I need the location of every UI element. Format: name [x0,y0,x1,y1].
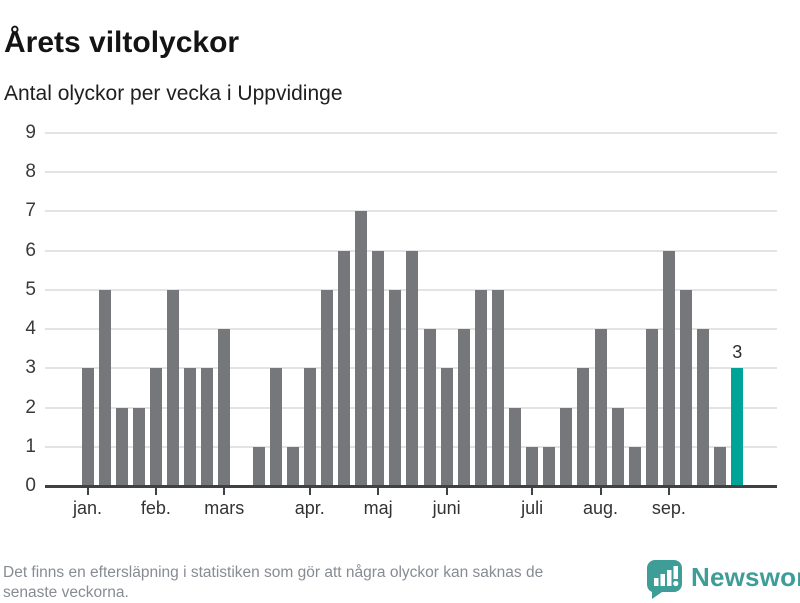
x-axis-label-jan: jan. [72,498,103,518]
x-tick-apr [308,487,311,495]
bar-week-11 [252,446,265,486]
footer-note-line1: Det finns en eftersläpning i statistiken… [3,564,544,581]
bar-week-2 [98,289,111,486]
x-axis-label-apr: apr. [294,498,325,518]
bar-week-27 [526,446,539,486]
gridline-8 [45,171,777,173]
bar-week-5 [149,368,162,486]
x-tick-juli [531,487,534,495]
bar-week-23 [457,329,470,486]
bar-week-21 [423,329,436,486]
bar-week-6 [167,289,179,486]
bar-week-13 [286,446,299,486]
y-axis-label-5: 5 [25,278,36,300]
bar-week-20 [406,250,419,486]
bar-week-32 [611,407,624,486]
bar-week-4 [132,407,145,486]
y-axis-label-1: 1 [25,435,36,457]
footer-note: Det finns en eftersläpning i statistiken… [3,563,628,603]
x-tick-maj [377,487,380,495]
gridline-7 [45,210,777,213]
y-axis-label-2: 2 [25,396,36,418]
x-tick-mars [223,487,226,495]
y-axis-label-3: 3 [25,357,36,379]
x-tick-jan [86,487,89,495]
x-tick-aug [599,487,602,495]
bar-week-12 [269,368,282,486]
x-axis-label-juni: juni [432,498,461,518]
y-axis-label-7: 7 [25,200,36,222]
x-axis-label-feb: feb. [140,498,171,518]
bar-week-34 [645,329,658,486]
bar-week-1 [81,368,94,486]
page-title: Årets viltolyckor [4,26,240,60]
bar-week-8 [201,368,214,486]
x-tick-feb [154,487,157,495]
y-axis-label-8: 8 [25,161,36,182]
bar-week-24 [474,289,487,486]
bar-week-36 [680,289,692,486]
y-axis-label-6: 6 [25,239,36,261]
x-tick-sep [667,487,670,495]
x-tick-juni [445,487,448,495]
x-axis-line [45,484,777,488]
y-axis-label-0: 0 [25,475,36,496]
gridline-9 [45,131,777,134]
chart-subtitle: Antal olyckor per vecka i Uppvidinge [4,82,343,105]
bar-week-19 [389,289,402,486]
bar-week-31 [594,329,607,486]
bar-week-39-highlighted [731,368,744,486]
bar-week-16 [338,250,350,486]
bar-week-29 [560,407,573,486]
newsworthy-bubble-chart-icon [647,560,682,599]
bar-week-38 [714,446,727,486]
bar-week-28 [543,446,556,486]
bar-week-22 [440,368,453,486]
bar-week-35 [662,250,675,486]
newsworthy-brand-name: Newsworthy [691,562,800,592]
bar-week-14 [303,368,316,486]
bar-week-33 [628,446,641,486]
bar-week-15 [320,289,333,486]
bar-week-3 [115,407,128,486]
x-axis-label-maj: maj [363,498,393,518]
bar-week-7 [184,368,197,486]
bar-week-9 [218,329,231,486]
bar-week-30 [577,368,590,486]
bar-week-25 [491,289,504,486]
x-axis-label-mars: mars [204,498,245,518]
highlighted-bar-value-label: 3 [732,342,743,363]
bar-week-18 [372,250,385,486]
y-axis-label-9: 9 [25,121,36,143]
y-axis-label-4: 4 [25,318,36,339]
x-axis-label-juli: juli [521,498,544,518]
footer-note-line2: senaste veckorna. [3,584,129,601]
newsworthy-logo: Newsworthy [646,558,800,599]
bar-week-17 [355,211,368,486]
bar-week-26 [509,407,521,486]
x-axis-label-aug: aug. [582,498,619,518]
bar-week-37 [697,329,710,486]
x-axis-label-sep: sep. [651,498,686,518]
